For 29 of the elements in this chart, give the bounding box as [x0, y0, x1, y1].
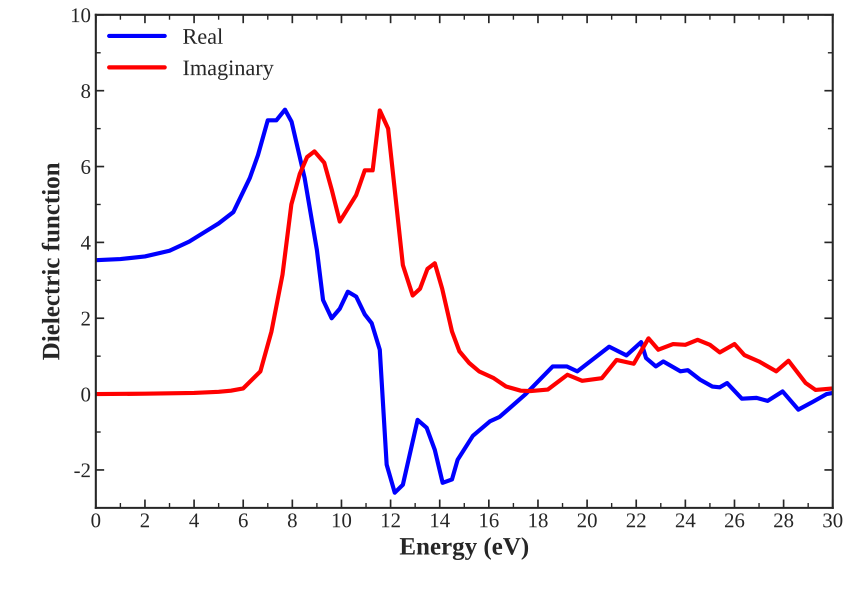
x-tick-label: 12: [382, 513, 400, 528]
x-tick-label: 28: [774, 513, 794, 528]
x-tick-label: 8: [288, 513, 297, 528]
y-tick-label: 0: [81, 387, 90, 402]
x-tick-label: 16: [480, 513, 499, 528]
y-tick-label: 10: [72, 8, 90, 22]
x-tick-label: 2: [140, 513, 150, 528]
x-tick-label: 30: [823, 513, 842, 528]
y-tick-label: 4: [80, 236, 91, 250]
x-tick-label: 4: [189, 513, 199, 528]
y-tick-label: 2: [81, 312, 90, 326]
x-tick-label: 10: [332, 513, 352, 528]
x-tick-label: 22: [626, 513, 646, 528]
legend-label: Imaginary: [183, 60, 274, 80]
x-tick-label: 20: [578, 513, 597, 528]
legend-label: Real: [183, 28, 223, 44]
x-tick-label: 26: [724, 513, 744, 528]
x-tick-label: 0: [91, 513, 100, 528]
x-tick-label: 6: [238, 513, 248, 528]
x-tick-label: 18: [529, 513, 548, 528]
x-tick-label: 14: [431, 513, 450, 528]
line-series: [96, 108, 833, 396]
y-tick-label: -2: [74, 463, 90, 478]
x-tick-label: 24: [676, 513, 696, 528]
y-tick-label: 8: [81, 84, 90, 98]
y-tick-label: 6: [81, 160, 90, 174]
y-axis-title: Dielectric function: [42, 162, 60, 360]
x-axis-title: Energy (eV): [400, 537, 528, 560]
line-series: [96, 108, 833, 495]
